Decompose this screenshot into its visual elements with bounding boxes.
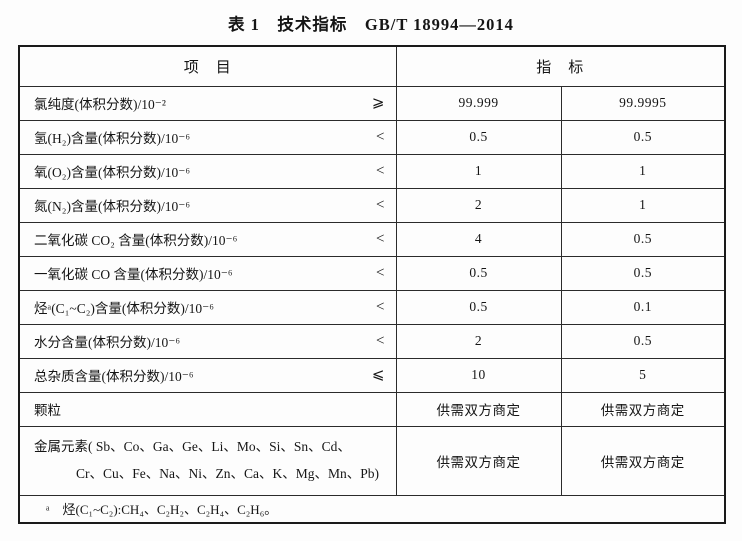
spec-value-grade2: 供需双方商定 (560, 425, 726, 496)
footnote-text: ᵃ 烃(C₁~C₂):CH₄、C₂H₂、C₂H₄、C₂H₆。 (18, 494, 726, 524)
table-header-row: 项 目 指 标 (18, 45, 726, 87)
spec-value-grade2: 0.5 (560, 323, 726, 359)
table-caption: 表 1 技术指标 GB/T 18994—2014 (228, 15, 514, 34)
header-item: 项 目 (18, 45, 397, 87)
table-row-moisture: 水分含量(体积分数)/10⁻⁶ < 2 0.5 (18, 323, 726, 359)
spec-table: 项 目 指 标 氯纯度(体积分数)/10⁻² ⩾ 99.999 99.9995 … (18, 45, 727, 524)
spec-value-grade1: 2 (395, 187, 562, 223)
spec-value-grade1: 0.5 (395, 119, 562, 155)
item-label: 总杂质含量(体积分数)/10⁻⁶ (34, 369, 194, 384)
table-row-metal-elements: 金属元素( Sb、Co、Ga、Ge、Li、Mo、Si、Sn、Cd、 Cr、Cu、… (18, 425, 726, 496)
item-label: 烃ᵃ(C₁~C₂)含量(体积分数)/10⁻⁶ (34, 301, 214, 316)
spec-value-grade2: 0.5 (560, 119, 726, 155)
table-row-co: 一氧化碳 CO 含量(体积分数)/10⁻⁶ < 0.5 0.5 (18, 255, 726, 291)
spec-value-grade2: 99.9995 (560, 85, 726, 121)
item-label: 一氧化碳 CO 含量(体积分数)/10⁻⁶ (34, 267, 233, 282)
spec-value-grade2: 1 (560, 153, 726, 189)
spec-value-grade1: 0.5 (395, 289, 562, 325)
item-label: 二氧化碳 CO₂ 含量(体积分数)/10⁻⁶ (34, 233, 238, 248)
comparison-symbol: < (376, 128, 385, 145)
comparison-symbol: < (376, 230, 385, 247)
spec-value-grade2: 1 (560, 187, 726, 223)
spec-value-grade2: 供需双方商定 (560, 391, 726, 427)
spec-value-grade1: 供需双方商定 (395, 425, 562, 496)
spec-value-grade1: 99.999 (395, 85, 562, 121)
spec-value-grade1: 10 (395, 357, 562, 393)
header-indicator: 指 标 (395, 45, 726, 87)
spec-value-grade2: 0.5 (560, 221, 726, 257)
table-row-co2: 二氧化碳 CO₂ 含量(体积分数)/10⁻⁶ < 4 0.5 (18, 221, 726, 257)
table-footnote-row: ᵃ 烃(C₁~C₂):CH₄、C₂H₂、C₂H₄、C₂H₆。 (18, 494, 726, 524)
table-row-o2: 氧(O₂)含量(体积分数)/10⁻⁶ < 1 1 (18, 153, 726, 189)
table-row-hydrocarbons: 烃ᵃ(C₁~C₂)含量(体积分数)/10⁻⁶ < 0.5 0.1 (18, 289, 726, 325)
item-label: 水分含量(体积分数)/10⁻⁶ (34, 335, 181, 350)
comparison-symbol: < (376, 298, 385, 315)
comparison-symbol: < (376, 264, 385, 281)
spec-value-grade1: 1 (395, 153, 562, 189)
item-label: 氮(N₂)含量(体积分数)/10⁻⁶ (34, 199, 191, 214)
comparison-symbol: < (376, 162, 385, 179)
comparison-symbol: < (376, 332, 385, 349)
item-label-line2: Cr、Cu、Fe、Na、Ni、Zn、Ca、K、Mg、Mn、Pb) (76, 465, 379, 481)
item-label: 氯纯度(体积分数)/10⁻² (34, 97, 166, 112)
spec-value-grade2: 0.5 (560, 255, 726, 291)
comparison-symbol: ⩾ (371, 94, 385, 111)
item-label: 颗粒 (34, 403, 61, 418)
spec-value-grade2: 5 (560, 357, 726, 393)
table-row-purity: 氯纯度(体积分数)/10⁻² ⩾ 99.999 99.9995 (18, 85, 726, 121)
spec-value-grade1: 2 (395, 323, 562, 359)
table-row-h2: 氢(H₂)含量(体积分数)/10⁻⁶ < 0.5 0.5 (18, 119, 726, 155)
item-label-line1: 金属元素( Sb、Co、Ga、Ge、Li、Mo、Si、Sn、Cd、 (34, 439, 351, 455)
spec-value-grade1: 0.5 (395, 255, 562, 291)
comparison-symbol: ⩽ (371, 366, 385, 383)
table-row-total-impurities: 总杂质含量(体积分数)/10⁻⁶ ⩽ 10 5 (18, 357, 726, 393)
comparison-symbol: < (376, 196, 385, 213)
table-row-n2: 氮(N₂)含量(体积分数)/10⁻⁶ < 2 1 (18, 187, 726, 223)
item-label: 氧(O₂)含量(体积分数)/10⁻⁶ (34, 165, 191, 180)
table-row-particles: 颗粒 供需双方商定 供需双方商定 (18, 391, 726, 427)
item-label: 氢(H₂)含量(体积分数)/10⁻⁶ (34, 131, 191, 146)
spec-value-grade1: 供需双方商定 (395, 391, 562, 427)
spec-value-grade2: 0.1 (560, 289, 726, 325)
spec-value-grade1: 4 (395, 221, 562, 257)
